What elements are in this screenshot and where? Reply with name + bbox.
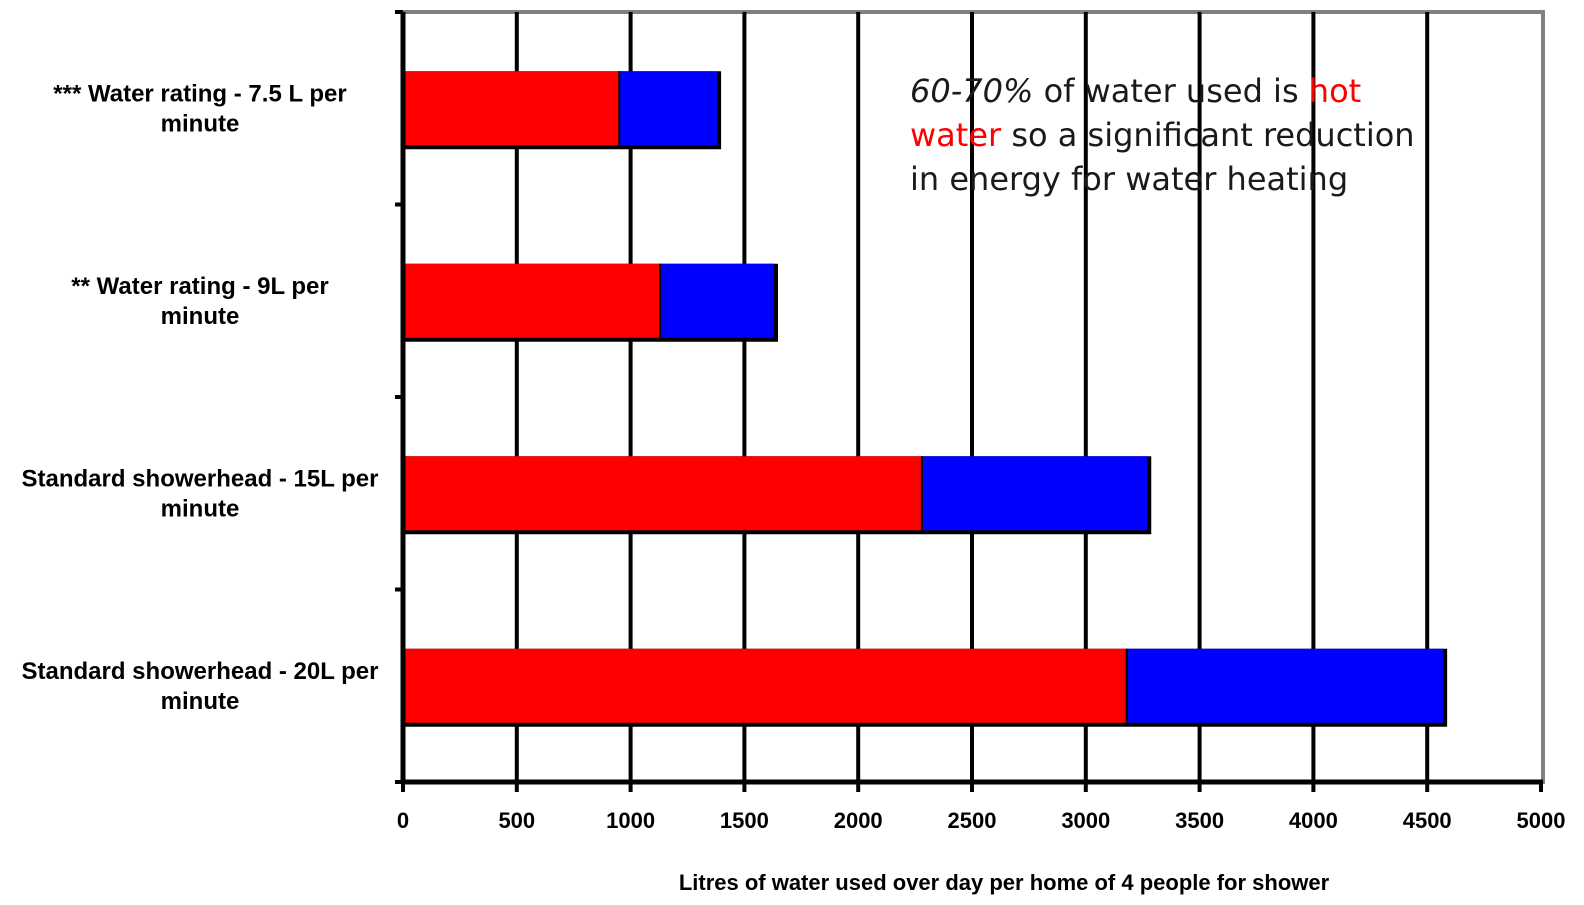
category-label: *** Water rating - 7.5 L per minute (53, 80, 346, 137)
category-label: Standard showerhead - 20L per minute (22, 658, 379, 715)
x-tick-label: 4000 (1289, 808, 1338, 833)
bar-segment (403, 648, 1127, 723)
bar-segment (403, 71, 620, 146)
bar-segment (660, 263, 774, 338)
x-axis-label: Litres of water used over day per home o… (679, 870, 1330, 895)
x-tick-label: 2500 (948, 808, 997, 833)
bar-segment (921, 456, 1148, 531)
annotation-water: water (910, 116, 1002, 154)
x-tick-label: 3500 (1175, 808, 1224, 833)
category-label: ** Water rating - 9L per minute (71, 273, 328, 330)
x-tick-label: 0 (397, 808, 409, 833)
bar-segment (403, 263, 661, 338)
bar-segment (403, 456, 922, 531)
annotation-text-1: of water used is (1033, 72, 1308, 110)
x-tick-label: 500 (498, 808, 535, 833)
x-tick-label: 3000 (1061, 808, 1110, 833)
annotation-text-3: in energy for water heating (910, 160, 1348, 198)
x-tick-labels: 0 500 1000 1500 2000 2500 3000 3500 4000 4500 5000 (397, 808, 1566, 833)
svg-text:water so a significant reducti: water so a significant reduction (910, 116, 1415, 154)
x-tick-label: 1500 (720, 808, 769, 833)
axis-ticks (395, 10, 1543, 792)
annotation-percent: 60-70% (910, 72, 1033, 110)
x-tick-label: 4500 (1403, 808, 1452, 833)
x-tick-label: 1000 (606, 808, 655, 833)
x-tick-label: 2000 (834, 808, 883, 833)
category-label: Standard showerhead - 15L per minute (22, 465, 379, 522)
x-tick-label: 5000 (1517, 808, 1566, 833)
bar-segment (1126, 648, 1444, 723)
category-labels: *** Water rating - 7.5 L per minute ** Wat… (22, 80, 379, 715)
annotation: 60-70% of water used is hot water so a s… (910, 72, 1415, 198)
annotation-hot: hot (1309, 72, 1361, 110)
bars (403, 71, 1448, 727)
bar-segment (619, 71, 718, 146)
annotation-text-2: so a significant reduction (1001, 116, 1414, 154)
svg-text:60-70% of water used is hot: 60-70% of water used is hot (910, 72, 1361, 110)
